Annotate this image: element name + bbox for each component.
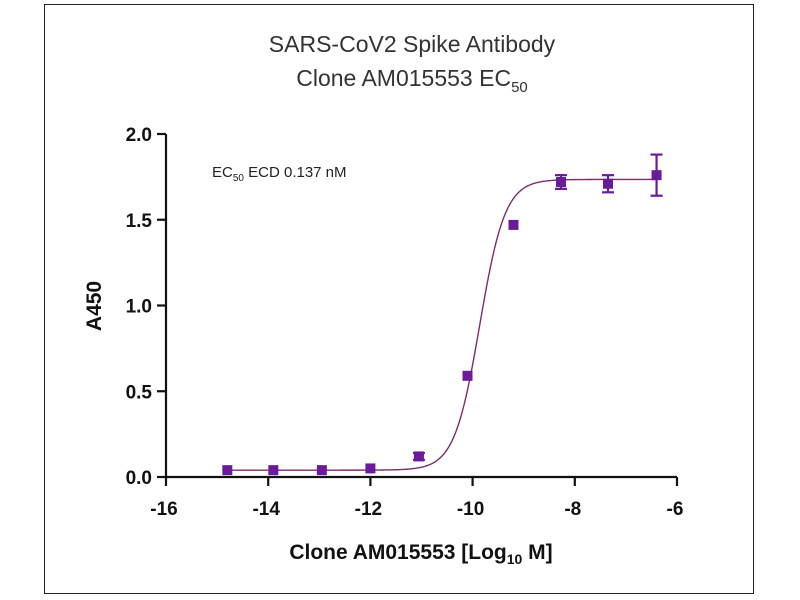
data-point <box>413 451 424 462</box>
data-point <box>462 370 473 381</box>
data-point <box>316 465 327 476</box>
data-point <box>651 170 662 181</box>
y-ticks: 0.0 0.5 1.0 1.5 2.0 <box>126 125 166 489</box>
x-tick-label: -14 <box>252 499 280 520</box>
data-point <box>268 465 279 476</box>
data-point <box>222 465 233 476</box>
x-tick-label: -8 <box>564 499 581 520</box>
x-ticks: -16 -14 -12 -10 -8 -6 <box>150 477 683 520</box>
data-point <box>508 219 519 230</box>
y-tick-label: 0.0 <box>126 468 152 489</box>
data-point <box>365 463 376 474</box>
y-tick-label: 2.0 <box>126 125 152 146</box>
y-tick-label: 1.5 <box>126 211 153 232</box>
axes <box>164 134 677 479</box>
data-point <box>556 177 567 188</box>
data-points <box>222 153 663 476</box>
x-axis-label: Clone AM015553 [Log10 M] <box>289 541 552 567</box>
figure-frame <box>44 4 754 594</box>
x-tick-label: -10 <box>457 499 484 520</box>
data-point <box>603 178 614 189</box>
y-tick-label: 1.0 <box>126 297 152 318</box>
y-tick-label: 0.5 <box>126 382 153 403</box>
x-tick-label: -16 <box>150 499 177 520</box>
x-tick-label: -6 <box>667 499 684 520</box>
fit-curve <box>227 178 657 471</box>
chart-title-line2: Clone AM015553 EC50 <box>296 65 528 96</box>
ec50-annotation: EC50 ECD 0.137 nM <box>212 164 347 184</box>
x-tick-label: -12 <box>355 499 382 520</box>
chart-title-line1: SARS-CoV2 Spike Antibody <box>269 31 556 57</box>
y-axis-label: A450 <box>83 281 106 331</box>
